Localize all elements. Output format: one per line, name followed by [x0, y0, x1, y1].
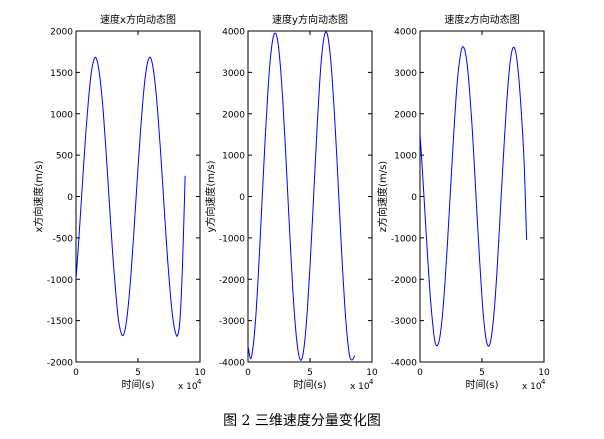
- y-tick-label-2-6: 2000: [222, 110, 245, 120]
- chart-title-2: 速度y方向动态图: [272, 13, 348, 26]
- x-multiplier-3: x 10: [522, 382, 542, 392]
- y-tick-label-3-4: 0: [411, 193, 417, 203]
- y-tick-label-3-7: 3000: [394, 69, 417, 79]
- y-tick-label-2-4: 0: [239, 193, 245, 203]
- x-tick-label-1-1: 5: [135, 368, 141, 378]
- y-axis-label-3: z方向速度(m/s): [376, 161, 389, 232]
- y-tick-label-1-5: 500: [56, 152, 73, 162]
- y-tick-label-3-6: 2000: [394, 110, 417, 120]
- y-tick-label-2-3: -1000: [219, 234, 245, 244]
- x-tick-label-1-0: 0: [73, 368, 79, 378]
- x-tick-label-3-0: 0: [417, 368, 423, 378]
- y-tick-label-3-2: -2000: [391, 276, 417, 286]
- y-tick-label-2-1: -3000: [219, 317, 245, 327]
- y-tick-label-1-3: -500: [53, 234, 74, 244]
- x-axis-label-3: 时间(s): [465, 378, 498, 391]
- y-tick-label-1-1: -1500: [47, 317, 73, 327]
- x-multiplier-1: x 10: [178, 382, 198, 392]
- x-multiplier-exponent-3: 4: [541, 378, 546, 386]
- plot-area-2: [247, 30, 373, 363]
- y-tick-label-1-4: 0: [67, 193, 73, 203]
- x-multiplier-exponent-2: 4: [369, 378, 374, 386]
- figure-caption: 图 2 三维速度分量变化图: [223, 413, 381, 429]
- chart-title-3: 速度z方向动态图: [444, 13, 519, 26]
- x-multiplier-exponent-1: 4: [197, 378, 202, 386]
- y-tick-label-3-1: -3000: [391, 317, 417, 327]
- x-tick-label-2-0: 0: [245, 368, 251, 378]
- y-tick-label-3-8: 4000: [394, 28, 417, 38]
- y-tick-label-2-8: 4000: [222, 28, 245, 38]
- y-tick-label-1-8: 2000: [50, 28, 73, 38]
- y-tick-label-1-6: 1000: [50, 110, 73, 120]
- y-tick-label-1-0: -2000: [47, 359, 73, 369]
- x-tick-label-2-1: 5: [307, 368, 313, 378]
- y-tick-label-2-5: 1000: [222, 152, 245, 162]
- x-tick-label-2-2: 10: [366, 368, 378, 378]
- y-tick-label-2-0: -4000: [219, 359, 245, 369]
- x-axis-label-2: 时间(s): [293, 378, 326, 391]
- x-tick-label-1-2: 10: [194, 368, 206, 378]
- chart-title-1: 速度x方向动态图: [100, 13, 176, 26]
- y-tick-label-1-2: -1000: [47, 276, 73, 286]
- plot-area-1: [75, 30, 201, 363]
- x-axis-label-1: 时间(s): [121, 378, 154, 391]
- y-axis-label-1: x方向速度(m/s): [32, 160, 45, 232]
- y-tick-label-1-7: 1500: [50, 69, 73, 79]
- x-tick-label-3-1: 5: [479, 368, 485, 378]
- y-tick-label-3-0: -4000: [391, 359, 417, 369]
- y-tick-label-3-3: -1000: [391, 234, 417, 244]
- y-tick-label-2-2: -2000: [219, 276, 245, 286]
- x-multiplier-2: x 10: [350, 382, 370, 392]
- x-tick-label-3-2: 10: [538, 368, 550, 378]
- y-tick-label-3-5: 1000: [394, 152, 417, 162]
- y-axis-label-2: y方向速度(m/s): [204, 160, 217, 232]
- series-line-3: [419, 46, 528, 347]
- y-tick-label-2-7: 3000: [222, 69, 245, 79]
- plot-area-3: [419, 30, 545, 363]
- series-line-1: [75, 56, 186, 337]
- series-line-2: [247, 31, 356, 361]
